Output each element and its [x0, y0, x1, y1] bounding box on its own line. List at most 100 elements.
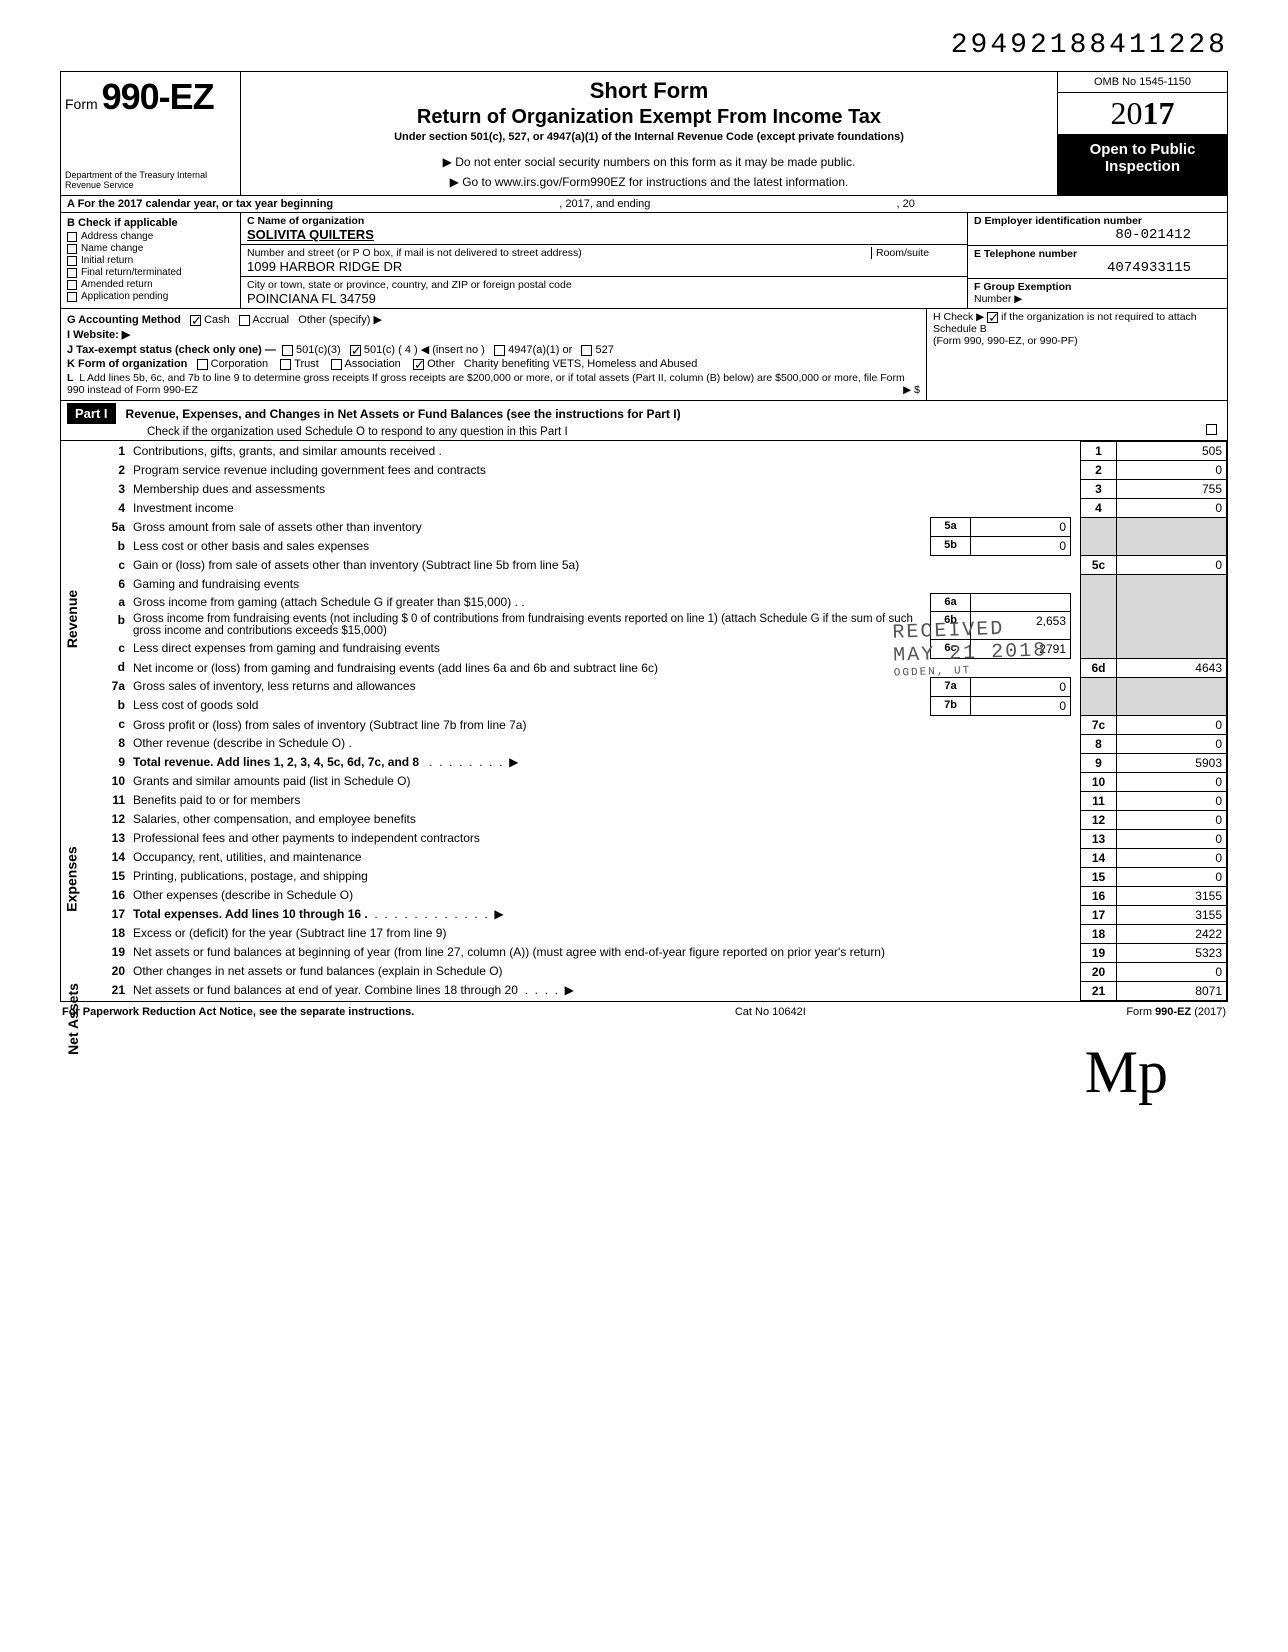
line-g: G Accounting Method Cash Accrual Other (…: [67, 313, 920, 326]
header-right: OMB No 1545-1150 2017 Open to Public Ins…: [1057, 72, 1227, 195]
part1-check-note: Check if the organization used Schedule …: [147, 426, 568, 438]
line-a-suffix: , 20: [897, 198, 915, 210]
part1-body: Revenue Expenses Net Assets RECEIVED MAY…: [60, 441, 1228, 1002]
cb-application-pending[interactable]: Application pending: [67, 291, 234, 302]
line-6c: cLess direct expenses from gaming and fu…: [95, 639, 1227, 658]
line-11: 11Benefits paid to or for members110: [95, 791, 1227, 810]
tax-year: 2017: [1058, 93, 1227, 135]
phone-value: 4074933115: [974, 260, 1221, 276]
form-number-block: Form 990-EZ: [65, 76, 232, 118]
organization-name: SOLIVITA QUILTERS: [247, 227, 374, 242]
city-label: City or town, state or province, country…: [247, 279, 572, 291]
form-header: Form 990-EZ Department of the Treasury I…: [60, 71, 1228, 196]
accrual-label: Accrual: [252, 314, 289, 326]
line-j: J Tax-exempt status (check only one) — 5…: [67, 343, 920, 356]
room-suite-label: Room/suite: [871, 247, 961, 259]
k-other-text: Charity benefiting VETS, Homeless and Ab…: [464, 358, 698, 370]
cb-initial-return[interactable]: Initial return: [67, 255, 234, 266]
line-3: 3Membership dues and assessments3755: [95, 480, 1227, 499]
sidebar-netassets: Net Assets: [65, 983, 81, 1055]
city-state-zip: POINCIANA FL 34759: [247, 291, 376, 306]
j2-label: 501(c) ( 4 ) ◀ (insert no ): [364, 344, 485, 356]
line-7c: cGross profit or (loss) from sales of in…: [95, 715, 1227, 734]
cash-label: Cash: [204, 314, 230, 326]
year-prefix: 20: [1111, 95, 1143, 131]
cb-final-return[interactable]: Final return/terminated: [67, 267, 234, 278]
box-c: C Name of organization SOLIVITA QUILTERS…: [241, 213, 967, 308]
cb-address-change[interactable]: Address change: [67, 231, 234, 242]
omb-number: OMB No 1545-1150: [1058, 72, 1227, 93]
cb-other-org[interactable]: [413, 359, 424, 370]
cb-label: Final return/terminated: [81, 267, 182, 278]
document-id: 29492188411228: [60, 30, 1228, 61]
j4-label: 527: [596, 344, 614, 356]
form-number: 990-EZ: [102, 76, 214, 117]
line-5c: cGain or (loss) from sale of assets othe…: [95, 556, 1227, 575]
cb-label: Address change: [81, 231, 153, 242]
k1-label: Corporation: [211, 358, 268, 370]
header-middle: Short Form Return of Organization Exempt…: [241, 72, 1057, 195]
cb-label: Name change: [81, 243, 143, 254]
part1-header-row: Part I Revenue, Expenses, and Changes in…: [60, 401, 1228, 441]
line-14: 14Occupancy, rent, utilities, and mainte…: [95, 848, 1227, 867]
line-12: 12Salaries, other compensation, and empl…: [95, 810, 1227, 829]
line-7b: bLess cost of goods sold7b0: [95, 696, 1227, 715]
line-16: 16Other expenses (describe in Schedule O…: [95, 886, 1227, 905]
cb-527[interactable]: [581, 345, 592, 356]
cb-label: Amended return: [81, 279, 153, 290]
cb-schedule-b[interactable]: [987, 312, 998, 323]
signature: Mp: [60, 1038, 1228, 1107]
line-13: 13Professional fees and other payments t…: [95, 829, 1227, 848]
cb-cash[interactable]: [190, 315, 201, 326]
line-7a: 7aGross sales of inventory, less returns…: [95, 677, 1227, 696]
subtitle: Under section 501(c), 527, or 4947(a)(1)…: [251, 131, 1047, 143]
box-b: B Check if applicable Address change Nam…: [61, 213, 241, 308]
cb-501c[interactable]: [350, 345, 361, 356]
cb-accrual[interactable]: [239, 315, 250, 326]
cb-amended-return[interactable]: Amended return: [67, 279, 234, 290]
line-6d: dNet income or (loss) from gaming and fu…: [95, 658, 1227, 677]
ein-value: 80-021412: [974, 227, 1221, 243]
line-a-prefix: A For the 2017 calendar year, or tax yea…: [67, 198, 333, 210]
other-label: Other (specify) ▶: [298, 314, 382, 326]
line-5a: 5aGross amount from sale of assets other…: [95, 518, 1227, 537]
line-a: A For the 2017 calendar year, or tax yea…: [60, 196, 1228, 213]
line-6a: aGross income from gaming (attach Schedu…: [95, 593, 1227, 611]
title-short-form: Short Form: [251, 78, 1047, 104]
line-10: 10Grants and similar amounts paid (list …: [95, 772, 1227, 791]
line-5b: bLess cost or other basis and sales expe…: [95, 537, 1227, 556]
line-21: 21Net assets or fund balances at end of …: [95, 981, 1227, 1000]
cb-assoc[interactable]: [331, 359, 342, 370]
header-left: Form 990-EZ Department of the Treasury I…: [61, 72, 241, 195]
cb-schedule-o[interactable]: [1206, 424, 1217, 435]
cb-4947[interactable]: [494, 345, 505, 356]
sidebar-expenses: Expenses: [64, 846, 80, 911]
line-1: 1Contributions, gifts, grants, and simil…: [95, 442, 1227, 461]
footer-right: Form 990-EZ (2017): [1126, 1006, 1226, 1018]
cb-trust[interactable]: [280, 359, 291, 370]
k2-label: Trust: [294, 358, 319, 370]
sidebar-revenue: Revenue: [64, 590, 80, 648]
cb-name-change[interactable]: Name change: [67, 243, 234, 254]
line-a-mid: , 2017, and ending: [559, 198, 650, 210]
cb-corp[interactable]: [197, 359, 208, 370]
line-6b: bGross income from fundraising events (n…: [95, 611, 1227, 639]
footer-mid: Cat No 10642I: [735, 1006, 806, 1018]
line-17: 17Total expenses. Add lines 10 through 1…: [95, 905, 1227, 924]
box-d-e-f: D Employer identification number 80-0214…: [967, 213, 1227, 308]
street-address: 1099 HARBOR RIDGE DR: [247, 259, 402, 274]
box-f-label: F Group Exemption: [974, 281, 1221, 293]
section-g-to-l: G Accounting Method Cash Accrual Other (…: [60, 309, 1228, 401]
h-label: H Check ▶: [933, 311, 984, 323]
h-text2: (Form 990, 990-EZ, or 990-PF): [933, 335, 1078, 347]
k4-label: Other: [427, 358, 455, 370]
open-public-badge: Open to Public Inspection: [1058, 135, 1227, 195]
line-6: 6Gaming and fundraising events: [95, 575, 1227, 594]
line-20: 20Other changes in net assets or fund ba…: [95, 962, 1227, 981]
l-arrow: ▶ $: [903, 384, 920, 396]
form-label: Form: [65, 96, 98, 112]
part1-title: Revenue, Expenses, and Changes in Net As…: [126, 407, 681, 421]
year-bold: 17: [1143, 95, 1175, 131]
cb-501c3[interactable]: [282, 345, 293, 356]
box-b-header: B Check if applicable: [67, 217, 234, 229]
